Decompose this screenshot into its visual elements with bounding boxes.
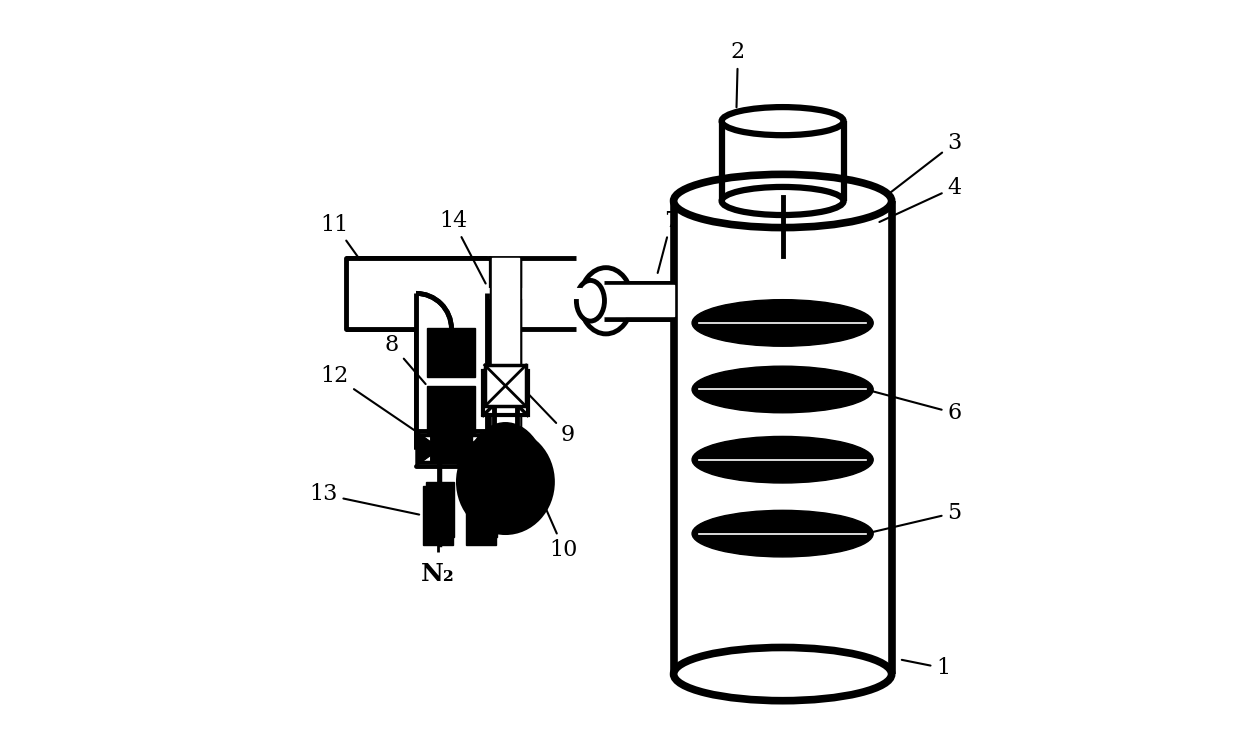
Polygon shape — [430, 435, 451, 462]
Ellipse shape — [722, 107, 843, 135]
Polygon shape — [415, 431, 438, 467]
Text: 11: 11 — [321, 214, 360, 260]
Text: 10: 10 — [544, 507, 578, 561]
Text: 12: 12 — [321, 365, 418, 433]
Polygon shape — [438, 431, 460, 467]
Bar — [427, 482, 454, 537]
Ellipse shape — [692, 436, 873, 483]
Text: 6: 6 — [868, 390, 961, 424]
Bar — [428, 386, 475, 434]
Text: 8: 8 — [384, 334, 425, 384]
Polygon shape — [451, 435, 472, 462]
Ellipse shape — [673, 174, 892, 228]
Ellipse shape — [673, 648, 892, 700]
Polygon shape — [459, 431, 481, 467]
Ellipse shape — [692, 510, 873, 557]
Bar — [469, 482, 496, 537]
Text: 14: 14 — [439, 210, 486, 283]
Ellipse shape — [692, 367, 873, 413]
Polygon shape — [482, 436, 502, 462]
Bar — [423, 485, 453, 545]
Text: 5: 5 — [868, 502, 961, 533]
Text: 13: 13 — [310, 483, 419, 514]
Ellipse shape — [722, 187, 843, 215]
Text: 1: 1 — [901, 657, 950, 679]
Ellipse shape — [465, 423, 546, 533]
Polygon shape — [481, 431, 503, 467]
Bar — [428, 329, 475, 376]
Ellipse shape — [577, 280, 604, 321]
Polygon shape — [464, 436, 482, 462]
Text: 9: 9 — [529, 395, 575, 446]
Text: 4: 4 — [879, 177, 961, 222]
Polygon shape — [422, 436, 440, 462]
Ellipse shape — [692, 300, 873, 347]
Ellipse shape — [458, 430, 553, 533]
Text: N₂: N₂ — [422, 562, 455, 586]
Polygon shape — [440, 436, 460, 462]
Bar — [484, 371, 527, 416]
Bar — [430, 435, 472, 462]
Text: 2: 2 — [730, 42, 745, 108]
Bar — [485, 365, 526, 407]
Bar — [466, 485, 496, 545]
Text: 7: 7 — [657, 210, 678, 273]
Text: 3: 3 — [887, 132, 961, 196]
Ellipse shape — [580, 268, 632, 334]
Bar — [346, 255, 415, 329]
